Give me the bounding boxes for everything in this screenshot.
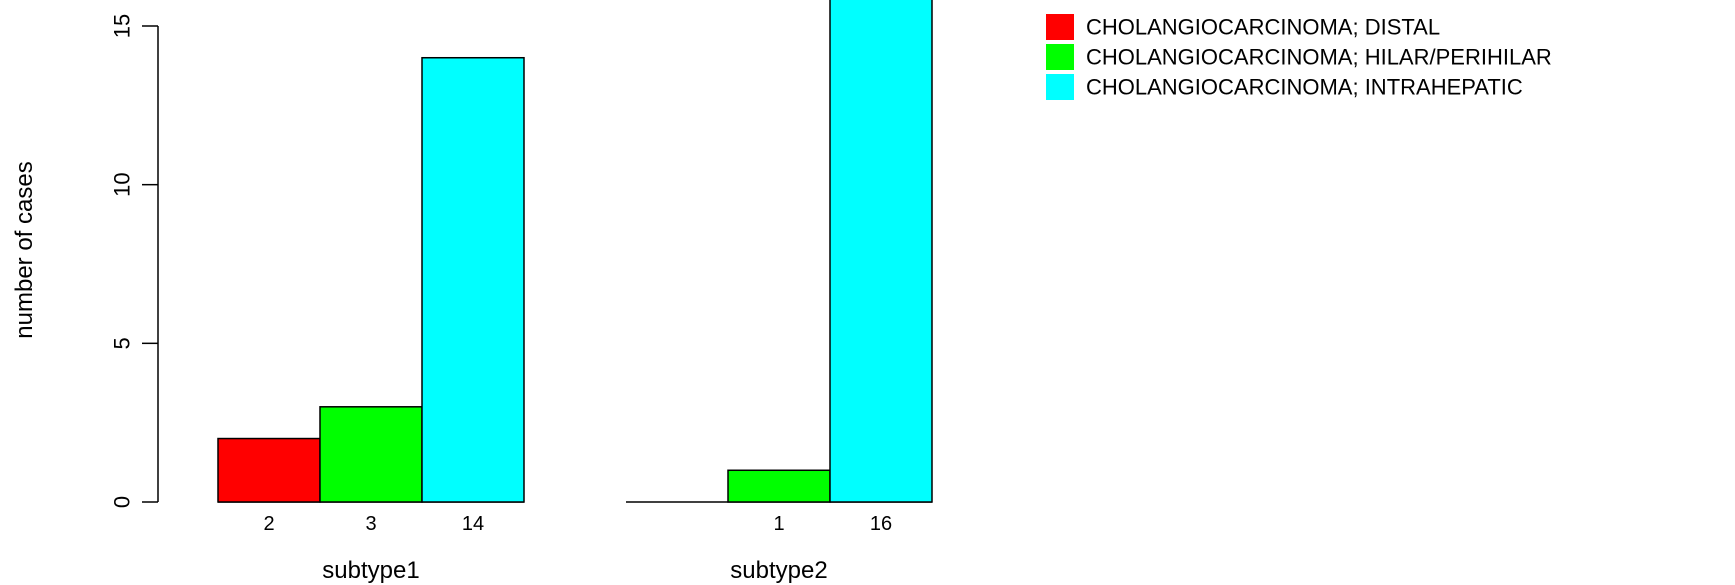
- bar: [421, 56, 525, 503]
- bar: [217, 437, 321, 503]
- bar: [727, 469, 831, 503]
- legend-label: CHOLANGIOCARCINOMA; HILAR/PERIHILAR: [1086, 45, 1552, 70]
- bar: [319, 406, 423, 503]
- bars: [217, 0, 933, 503]
- legend-swatch: [1046, 14, 1074, 40]
- bar-value-label: 3: [365, 513, 376, 535]
- group-label: subtype1: [322, 557, 419, 584]
- legend-swatch: [1046, 74, 1074, 100]
- y-tick-label: 0: [110, 496, 135, 508]
- legend: CHOLANGIOCARCINOMA; DISTAL CHOLANGIOCARCI…: [1046, 14, 1552, 100]
- y-tick-label: 5: [110, 337, 135, 349]
- bar-value-label: 16: [870, 513, 892, 535]
- bar-labels: 2 3 14 1 16: [263, 513, 892, 535]
- y-axis-title: number of cases: [11, 161, 38, 338]
- y-tick-label: 10: [110, 172, 135, 196]
- legend-label: CHOLANGIOCARCINOMA; DISTAL: [1086, 15, 1440, 40]
- group-labels: subtype1 subtype2: [322, 557, 827, 584]
- y-tick-label: 15: [110, 14, 135, 38]
- group-label: subtype2: [730, 557, 827, 584]
- bar-value-label: 1: [773, 513, 784, 535]
- legend-label: CHOLANGIOCARCINOMA; INTRAHEPATIC: [1086, 75, 1523, 100]
- legend-swatch: [1046, 44, 1074, 70]
- bar-value-label: 14: [462, 513, 484, 535]
- bar: [829, 0, 933, 503]
- y-axis: 0 5 10 15: [110, 14, 159, 508]
- bar-value-label: 2: [263, 513, 274, 535]
